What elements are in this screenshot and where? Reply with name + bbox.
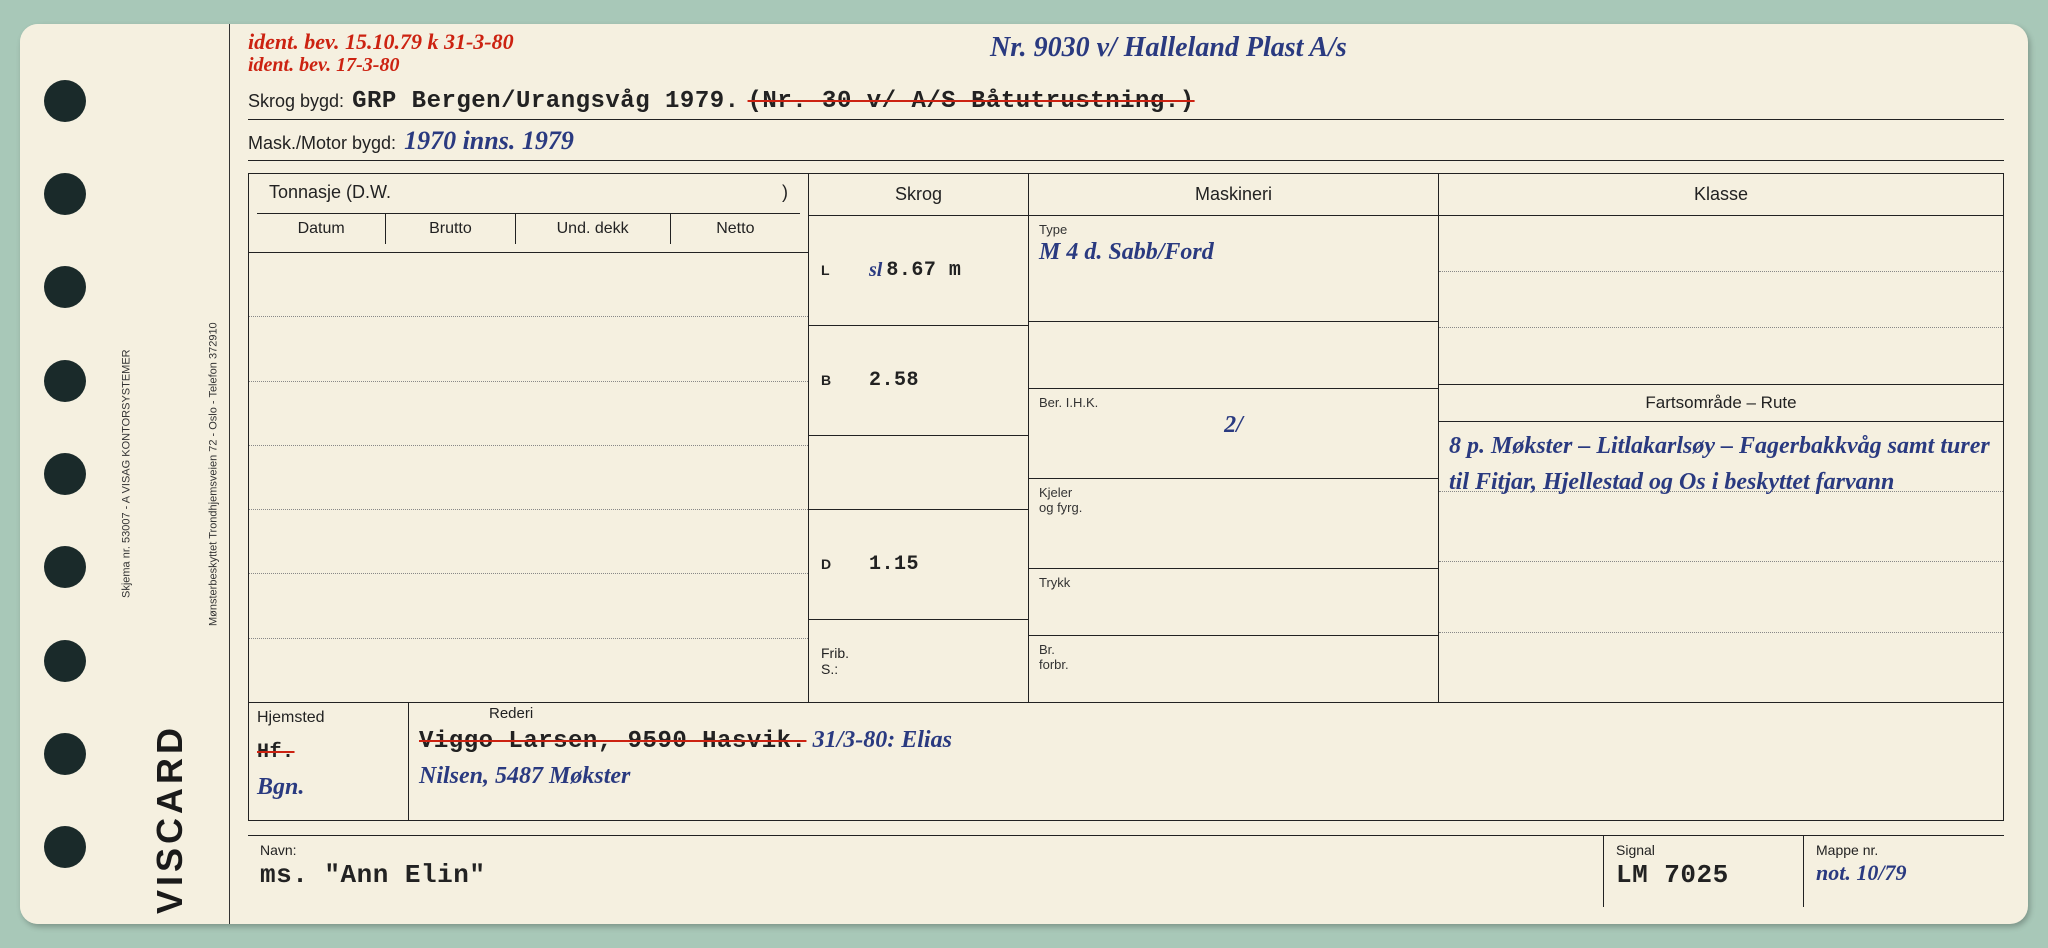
- tonnage-column: Tonnasje (D.W. ) Datum Brutto Und. dekk …: [249, 174, 809, 702]
- scan-wrapper: Skjema nr. 53007 - A VISAG KONTORSYSTEME…: [20, 24, 2028, 924]
- tonnage-label: Tonnasje (D.W.: [269, 182, 391, 203]
- signal-value: LM 7025: [1616, 860, 1791, 890]
- farts-text: 8 p. Møkster – Litlakarlsøy – Fagerbakkv…: [1449, 428, 1993, 500]
- hole: [44, 640, 86, 682]
- mask-ber-value: 2/: [1224, 412, 1243, 439]
- vertical-imprint: Skjema nr. 53007 - A VISAG KONTORSYSTEME…: [110, 24, 230, 924]
- hjemsted-row: Hjemsted Hf. Bgn. Rederi Viggo Larsen, 9…: [248, 703, 2004, 821]
- navn-cell: Navn: ms. "Ann Elin": [248, 836, 1604, 907]
- mask-kjeler: Kjeler og fyrg.: [1029, 479, 1438, 569]
- hole: [44, 733, 86, 775]
- punch-holes: [20, 24, 110, 924]
- tonnage-close: ): [782, 182, 788, 203]
- hjem-loc2: Bgn.: [257, 774, 304, 800]
- dim-L: L sl 8.67 m: [809, 216, 1028, 326]
- dim-D-value: 1.15: [869, 553, 919, 576]
- skrog-bygd-value: GRP Bergen/Urangsvåg 1979.: [352, 88, 739, 115]
- rederi-label: Rederi: [489, 705, 533, 722]
- col-brutto: Brutto: [386, 214, 515, 244]
- skrog-header: Skrog: [809, 174, 1028, 216]
- spec-grid: Tonnasje (D.W. ) Datum Brutto Und. dekk …: [248, 173, 2004, 703]
- hjemsted-label: Hjemsted: [257, 709, 400, 727]
- col-datum: Datum: [257, 214, 386, 244]
- hole: [44, 173, 86, 215]
- ident-note-1: ident. bev. 15.10.79 k 31-3-80: [248, 30, 514, 54]
- dim-B-value: 2.58: [869, 369, 919, 392]
- mappe-value: not. 10/79: [1816, 860, 1992, 886]
- top-handwritten-notes: ident. bev. 15.10.79 k 31-3-80 ident. be…: [248, 30, 514, 76]
- card-main: ident. bev. 15.10.79 k 31-3-80 ident. be…: [230, 24, 2028, 924]
- hole: [44, 360, 86, 402]
- mask-ber: Ber. I.H.K. 2/: [1029, 389, 1438, 479]
- klasse-header: Klasse: [1439, 174, 2003, 216]
- bottom-row: Navn: ms. "Ann Elin" Signal LM 7025 Mapp…: [248, 835, 2004, 907]
- mask-type-value: M 4 d. Sabb/Ford: [1039, 239, 1214, 266]
- mappe-label: Mappe nr.: [1816, 842, 1992, 858]
- col-und-dekk: Und. dekk: [516, 214, 671, 244]
- maskineri-header: Maskineri: [1029, 174, 1438, 216]
- skrog-bygd-strikeout: (Nr. 30 v/ A/S Båtutrustning.): [748, 88, 1195, 115]
- index-card: Skjema nr. 53007 - A VISAG KONTORSYSTEME…: [20, 24, 2028, 924]
- dim-frib: Frib. S.:: [809, 620, 1028, 702]
- top-center-note: Nr. 9030 v/ Halleland Plast A/s: [990, 32, 1347, 64]
- hjem-loc1: Hf.: [257, 741, 295, 764]
- hole: [44, 826, 86, 868]
- maskineri-column: Maskineri Type M 4 d. Sabb/Ford Ber. I.H…: [1029, 174, 1439, 702]
- navn-label: Navn:: [260, 842, 1591, 858]
- tonnage-header: Tonnasje (D.W. ) Datum Brutto Und. dekk …: [249, 174, 808, 253]
- dim-D: D 1.15: [809, 510, 1028, 620]
- hjemsted-head: Hjemsted Hf. Bgn.: [249, 703, 409, 820]
- skrog-bygd-label: Skrog bygd:: [248, 91, 344, 112]
- mask-blank: [1029, 322, 1438, 389]
- signal-cell: Signal LM 7025: [1604, 836, 1804, 907]
- rederi-line2: Nilsen, 5487 Møkster: [419, 763, 630, 789]
- tonnage-subheader: Datum Brutto Und. dekk Netto: [257, 213, 800, 244]
- motor-bygd-row: Mask./Motor bygd: 1970 inns. 1979: [248, 120, 2004, 161]
- mask-type: Type M 4 d. Sabb/Ford: [1029, 216, 1438, 322]
- viscard-logo: VISCARD: [143, 24, 197, 924]
- motor-bygd-label: Mask./Motor bygd:: [248, 133, 396, 154]
- mask-trykk: Trykk: [1029, 569, 1438, 636]
- rederi-cell: Rederi Viggo Larsen, 9590 Hasvik. 31/3-8…: [409, 703, 2003, 820]
- motor-bygd-value: 1970 inns. 1979: [404, 126, 574, 156]
- farts-label: Fartsområde – Rute: [1439, 384, 2003, 422]
- skrog-dimensions-column: Skrog L sl 8.67 m B 2.58 D 1.15: [809, 174, 1029, 702]
- col-netto: Netto: [671, 214, 800, 244]
- klasse-column: Klasse Fartsområde – Rute 8 p. Møkster –…: [1439, 174, 2003, 702]
- dim-B: B 2.58: [809, 326, 1028, 436]
- rederi-line1-strike: Viggo Larsen, 9590 Hasvik.: [419, 728, 806, 755]
- mappe-cell: Mappe nr. not. 10/79: [1804, 836, 2004, 907]
- ident-note-2: ident. bev. 17-3-80: [248, 54, 514, 76]
- dim-L-prefix: sl: [869, 259, 882, 282]
- klasse-body: [1439, 216, 2003, 384]
- signal-label: Signal: [1616, 842, 1791, 858]
- rederi-line1-tail: 31/3-80: Elias: [813, 727, 952, 753]
- hole: [44, 546, 86, 588]
- navn-value: ms. "Ann Elin": [260, 860, 1591, 890]
- farts-body: 8 p. Møkster – Litlakarlsøy – Fagerbakkv…: [1439, 422, 2003, 702]
- dim-blank: [809, 436, 1028, 510]
- hole: [44, 266, 86, 308]
- hole: [44, 80, 86, 122]
- tonnage-body: [249, 253, 808, 702]
- hole: [44, 453, 86, 495]
- skrog-bygd-row: Skrog bygd: GRP Bergen/Urangsvåg 1979. (…: [248, 82, 2004, 120]
- dim-L-value: 8.67 m: [886, 259, 961, 282]
- form-address-text: Mønsterbeskyttet Trondhjemsveien 72 - Os…: [197, 24, 230, 924]
- mask-br: Br. forbr.: [1029, 636, 1438, 702]
- form-number-text: Skjema nr. 53007 - A VISAG KONTORSYSTEME…: [110, 24, 143, 924]
